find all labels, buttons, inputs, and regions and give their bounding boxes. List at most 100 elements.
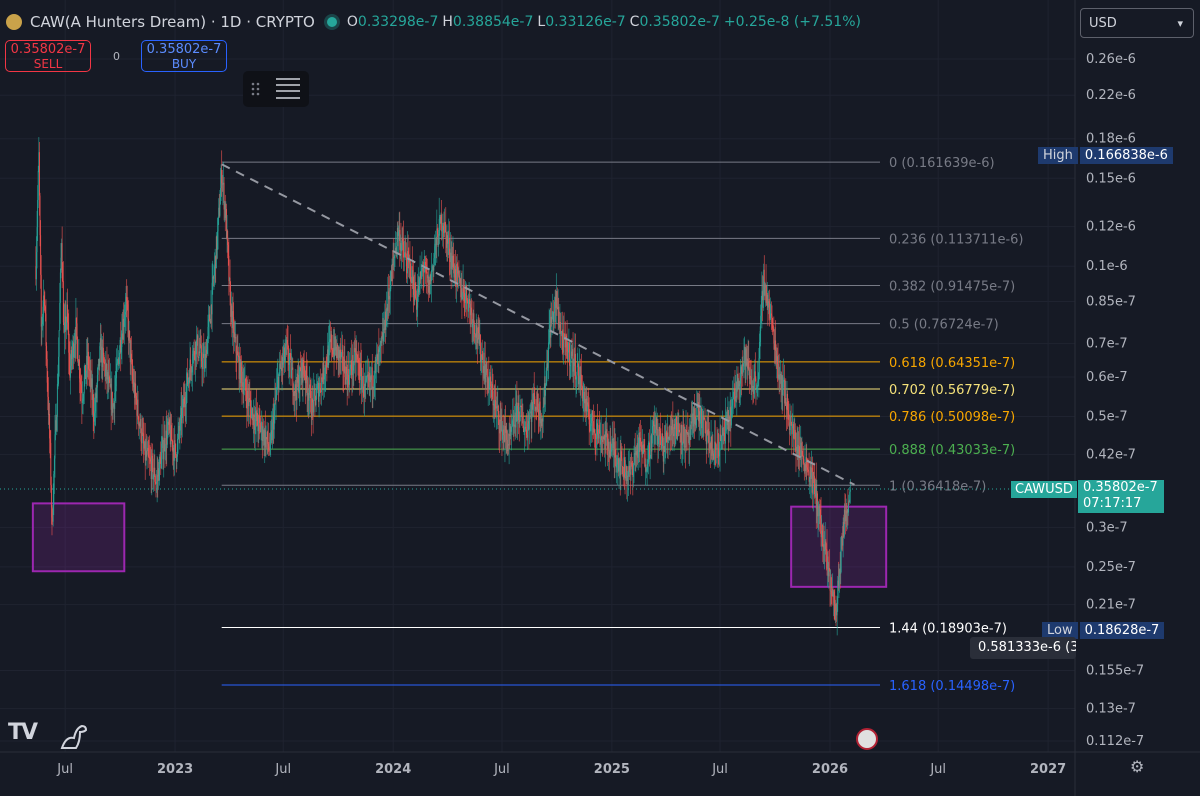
candle-body xyxy=(197,357,199,358)
candle-body xyxy=(616,464,618,468)
candle-body xyxy=(845,510,847,522)
candle-body xyxy=(50,442,52,486)
candle-body xyxy=(319,382,321,391)
candle-body xyxy=(790,416,792,423)
sell-button[interactable]: 0.35802e-7 SELL xyxy=(5,40,91,72)
descending-trendline[interactable] xyxy=(221,163,855,486)
candle-body xyxy=(591,410,593,418)
candle-body xyxy=(786,393,788,410)
candle-body xyxy=(807,469,809,471)
candle-body xyxy=(195,341,197,355)
candle-body xyxy=(431,269,433,271)
candle-body xyxy=(35,266,37,280)
candle-body xyxy=(564,333,566,340)
candle-body xyxy=(680,435,682,443)
candle-body xyxy=(793,424,795,439)
candle-body xyxy=(394,253,396,257)
candle-body xyxy=(87,351,89,365)
candle-body xyxy=(787,393,789,411)
candle-body xyxy=(748,360,750,370)
trendline[interactable] xyxy=(221,163,855,486)
candle-body xyxy=(569,365,571,367)
candle-body xyxy=(255,411,257,419)
candle-body xyxy=(455,279,457,283)
candle-body xyxy=(821,530,823,538)
candle-body xyxy=(420,272,422,280)
dino-icon[interactable] xyxy=(58,720,90,752)
candle-body xyxy=(401,237,403,245)
candle-body xyxy=(167,421,169,431)
candle-body xyxy=(379,344,381,348)
candle-body xyxy=(540,418,542,427)
fib-retracement[interactable]: 0 (0.161639e-6) 0.236 (0.113711e-6) 0.382 … xyxy=(221,156,1024,694)
candle-body xyxy=(159,456,160,481)
candle-body xyxy=(587,402,589,405)
settings-gear-icon[interactable]: ⚙ xyxy=(1130,757,1145,776)
candle-body xyxy=(461,288,463,300)
currency-select[interactable]: USD ▾ xyxy=(1080,8,1194,38)
candle-body xyxy=(299,367,301,386)
candle-body xyxy=(460,288,462,298)
candle-body xyxy=(693,408,695,427)
menu-lines-icon[interactable] xyxy=(276,78,300,99)
candle-body xyxy=(266,437,267,440)
candle-body xyxy=(745,348,747,367)
candle-body xyxy=(229,277,231,293)
candle-body xyxy=(416,307,418,310)
candle-body xyxy=(580,374,582,386)
time-axis[interactable]: Jul 2023 Jul 2024 Jul 2025 Jul 2026 Jul 2027 xyxy=(0,751,1200,777)
candle-body xyxy=(812,472,814,495)
y-tick-label: 0.7e-7 xyxy=(1086,337,1128,352)
candle-body xyxy=(433,254,435,259)
candle-body xyxy=(348,380,350,385)
candle-body xyxy=(635,451,637,456)
candle-body xyxy=(838,577,840,586)
drawing-toolbar[interactable] xyxy=(243,71,309,107)
candle-body xyxy=(727,410,729,426)
candle-body xyxy=(410,281,412,283)
candle-body xyxy=(842,522,844,546)
candle-body xyxy=(525,429,527,435)
candle-body xyxy=(430,270,432,282)
candle-body xyxy=(345,366,347,385)
candle-body xyxy=(393,257,395,259)
candle-body xyxy=(601,439,603,443)
candle-body xyxy=(841,536,843,538)
candle-body xyxy=(145,450,147,457)
candle-body xyxy=(41,317,43,325)
candle-body xyxy=(111,392,113,410)
candle-body xyxy=(70,365,71,378)
candle-body xyxy=(256,413,258,422)
highlight-boxes[interactable] xyxy=(31,502,888,588)
candle-body xyxy=(650,435,652,457)
us-flag-icon[interactable] xyxy=(856,728,878,750)
highlight-box[interactable] xyxy=(31,502,126,573)
candle-body xyxy=(307,393,309,401)
candle-body xyxy=(626,475,628,481)
symbol-title[interactable]: CAW(A Hunters Dream) · 1D · CRYPTO xyxy=(30,13,315,31)
price-axis[interactable]: 0.26e-6 0.22e-6 0.18e-6 0.15e-6 0.12e-6 0.1e-… xyxy=(1074,0,1144,796)
candle-body xyxy=(68,352,70,356)
candle-body xyxy=(779,374,781,376)
candle-body xyxy=(719,434,721,451)
candle-body xyxy=(169,429,171,445)
candle-body xyxy=(179,430,181,432)
candle-body xyxy=(134,383,136,398)
candle-body xyxy=(276,387,278,396)
candle-body xyxy=(358,362,360,377)
candle-body xyxy=(281,357,283,371)
candle-body xyxy=(711,437,713,456)
candle-body xyxy=(797,444,799,454)
candle-body xyxy=(614,448,616,458)
candle-body xyxy=(508,434,510,446)
candle-body xyxy=(470,307,472,316)
buy-button[interactable]: 0.35802e-7 BUY xyxy=(141,40,227,72)
candle-body xyxy=(555,291,557,309)
drag-handle-icon[interactable] xyxy=(251,82,260,96)
candle-body xyxy=(743,355,745,364)
candle-body xyxy=(677,422,679,440)
candle-body xyxy=(725,416,727,420)
tradingview-logo-icon[interactable]: TV xyxy=(8,720,38,745)
candle-body xyxy=(732,399,734,406)
